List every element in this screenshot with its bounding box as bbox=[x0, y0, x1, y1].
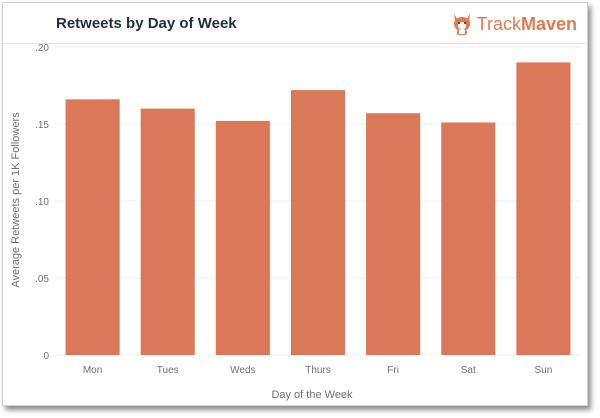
logo-text-maven: Maven bbox=[520, 13, 577, 34]
x-axis-label: Day of the Week bbox=[271, 389, 353, 401]
chart-header: Retweets by Day of Week Track Maven bbox=[3, 3, 587, 44]
y-tick-label: 0 bbox=[43, 351, 49, 362]
bar-weds bbox=[215, 120, 270, 355]
y-tick-label: .10 bbox=[35, 197, 49, 208]
x-tick-label: Sun bbox=[535, 365, 553, 376]
y-tick-label: .05 bbox=[35, 274, 49, 285]
bar-tues bbox=[140, 108, 195, 355]
x-tick-label: Fri bbox=[387, 365, 399, 376]
y-axis-label: Average Retweets per 1K Followers bbox=[10, 112, 22, 288]
logo-text-track: Track bbox=[476, 13, 521, 34]
y-tick-label: .20 bbox=[35, 43, 49, 54]
bar-fri bbox=[366, 113, 421, 355]
bar-mon bbox=[65, 99, 120, 355]
corgi-dog-icon bbox=[453, 14, 470, 35]
chart-title: Retweets by Day of Week bbox=[56, 15, 237, 32]
trackmaven-logo: Track Maven bbox=[451, 11, 577, 37]
bar-chart: 0.05.10.15.20 Mon Tues Weds Thurs Fri Sat Sun … bbox=[10, 43, 581, 401]
x-tick-label: Thurs bbox=[305, 365, 331, 376]
bar-sat bbox=[441, 122, 496, 356]
x-axis-ticks: Mon Tues Weds Thurs Fri Sat Sun bbox=[83, 365, 552, 376]
x-tick-label: Sat bbox=[461, 365, 476, 376]
chart-card: Retweets by Day of Week Track Maven 0 .05.… bbox=[2, 2, 588, 406]
bar-sun bbox=[516, 62, 571, 356]
y-tick-label: .15 bbox=[35, 120, 49, 131]
x-tick-label: Tues bbox=[157, 365, 179, 376]
bar-thurs bbox=[290, 90, 346, 356]
x-tick-label: Weds bbox=[230, 365, 255, 376]
bars bbox=[65, 62, 571, 356]
y-axis-ticks: 0 .05 .10 .15 .20 bbox=[35, 43, 49, 362]
x-tick-label: Mon bbox=[83, 365, 102, 376]
